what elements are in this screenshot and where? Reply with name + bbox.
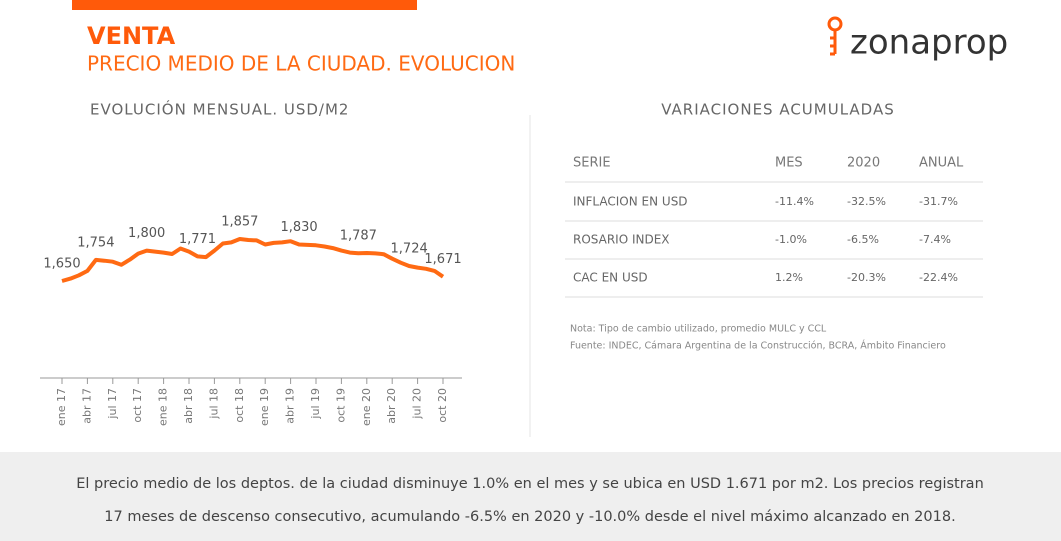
data-label: 1,771: [179, 232, 216, 247]
data-label: 1,671: [424, 252, 461, 267]
x-tick-label: jul 18: [207, 388, 220, 420]
chart-title: EVOLUCIÓN MENSUAL. USD/M2: [90, 100, 349, 119]
x-tick-label: oct 18: [233, 388, 246, 423]
note: Nota: Tipo de cambio utilizado, promedio…: [570, 324, 827, 335]
subtitle: PRECIO MEDIO DE LA CIUDAD. EVOLUCION: [87, 52, 515, 76]
logo-icon: [830, 30, 837, 56]
data-label: 1,724: [391, 241, 428, 256]
data-label: 1,830: [280, 220, 317, 235]
x-tick-label: oct 19: [334, 388, 347, 423]
footer-text: El precio medio de los deptos. de la ciu…: [76, 476, 984, 492]
table-cell: 1.2%: [775, 271, 803, 284]
table-header: 2020: [847, 156, 880, 171]
x-tick-label: ene 17: [55, 388, 68, 426]
line-chart: ene 17 abr 17 jul 17 oct 17 ene 18 abr 18 jul …: [40, 215, 462, 426]
x-tick-label: jul 20: [411, 388, 424, 420]
x-tick-label: abr 19: [284, 388, 297, 424]
x-tick-label: abr 18: [182, 388, 195, 424]
line: [61, 237, 445, 283]
data-label: 1,754: [77, 235, 114, 250]
table: SERIE MES 2020 ANUAL INFLACION EN USD -11.4% -…: [565, 156, 983, 298]
data-label: 1,650: [43, 257, 80, 272]
x-tick-label: oct 20: [436, 388, 449, 423]
footer-band: [0, 452, 1061, 541]
x-tick-label: ene 18: [157, 388, 170, 426]
x-tick-label: jul 19: [309, 388, 322, 420]
table-header: ANUAL: [919, 156, 964, 171]
logo-text: zonaprop: [850, 23, 1008, 63]
x-tick-label: ene 20: [360, 388, 373, 426]
x-tick-label: abr 20: [385, 388, 398, 424]
table-cell: INFLACION EN USD: [573, 195, 688, 209]
table-cell: CAC EN USD: [573, 271, 648, 285]
table-cell: ROSARIO INDEX: [573, 233, 670, 247]
title: VENTA: [87, 22, 176, 50]
top-bar: [72, 0, 417, 10]
footer-text: 17 meses de descenso consecutivo, acumul…: [104, 509, 955, 525]
data-label: 1,787: [340, 229, 377, 244]
table-title: VARIACIONES ACUMULADAS: [661, 101, 895, 119]
table-cell: -7.4%: [919, 233, 951, 246]
table-header: SERIE: [573, 156, 611, 171]
data-label: 1,800: [128, 226, 165, 241]
x-tick-label: oct 17: [131, 388, 144, 423]
x-tick-label: ene 19: [258, 388, 271, 426]
table-header: MES: [775, 156, 803, 171]
table-cell: -11.4%: [775, 195, 814, 208]
table-cell: -22.4%: [919, 271, 958, 284]
x-tick-label: abr 17: [80, 388, 93, 424]
logo-icon: [827, 16, 843, 32]
x-tick-label: jul 17: [106, 388, 119, 420]
logo: zonaprop: [827, 16, 1008, 63]
table-cell: -6.5%: [847, 233, 879, 246]
table-cell: -20.3%: [847, 271, 886, 284]
note: Fuente: INDEC, Cámara Argentina de la Co…: [570, 340, 946, 352]
table-cell: -32.5%: [847, 195, 886, 208]
table-cell: -1.0%: [775, 233, 807, 246]
data-label: 1,857: [221, 215, 258, 230]
table-cell: -31.7%: [919, 195, 958, 208]
